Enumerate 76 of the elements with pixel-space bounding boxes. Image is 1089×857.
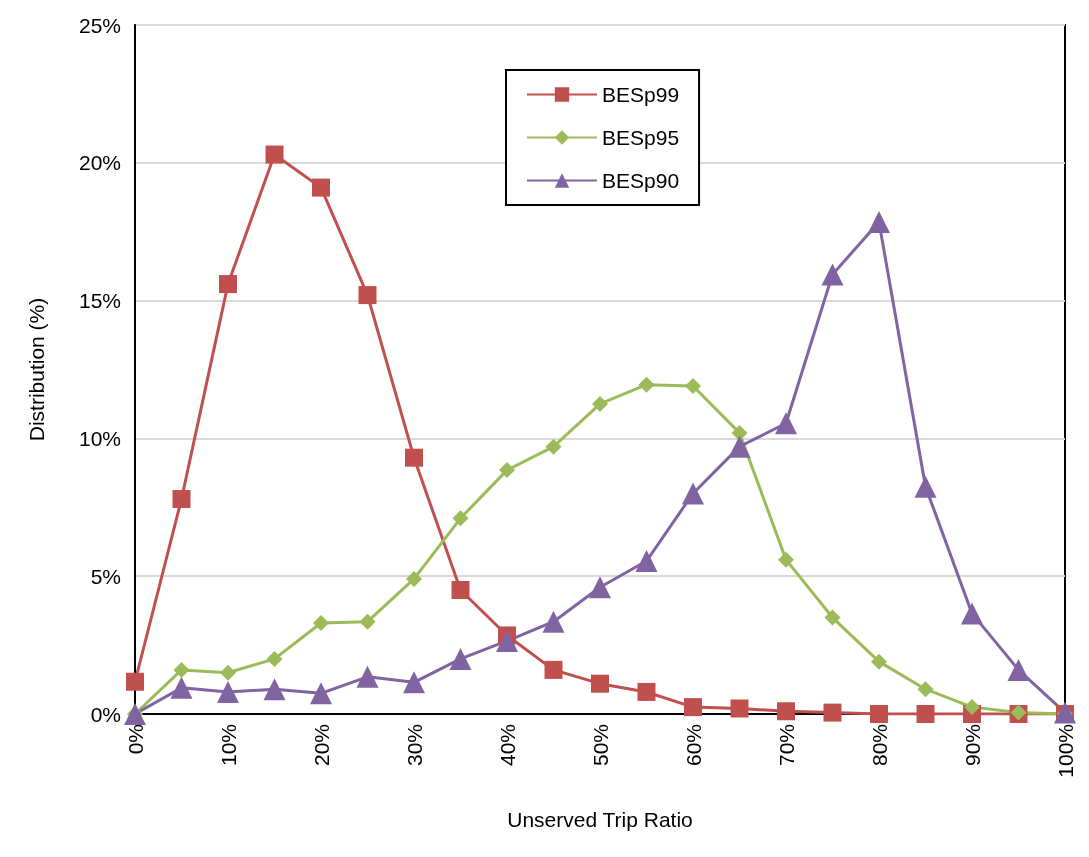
point (496, 629, 518, 652)
y-tick-label: 20% (78, 151, 121, 175)
point (126, 672, 144, 691)
point (220, 664, 236, 681)
point (870, 705, 888, 723)
point (592, 395, 608, 412)
x-tick-label: 40% (495, 724, 519, 767)
point (914, 475, 937, 498)
point (406, 570, 422, 587)
x-tick-label: 10% (216, 724, 240, 767)
y-axis-title: Distribution (%) (25, 297, 48, 442)
point (635, 550, 658, 573)
point (777, 702, 795, 721)
x-tick-label: 100% (1053, 724, 1077, 778)
point (544, 660, 563, 679)
x-tick-label: 30% (402, 724, 426, 767)
point (356, 665, 379, 688)
point (823, 703, 842, 722)
point (359, 613, 376, 630)
point (728, 435, 751, 458)
point (868, 211, 890, 234)
point (824, 609, 841, 626)
x-tick-label: 60% (681, 724, 705, 767)
point (219, 275, 237, 294)
x-tick-label: 20% (309, 724, 333, 767)
point (916, 705, 935, 723)
legend-label: BESp99 (602, 83, 680, 106)
point (730, 699, 749, 718)
point (172, 490, 191, 509)
point (499, 462, 515, 479)
point (451, 580, 470, 599)
point (449, 647, 472, 670)
y-tick-label: 5% (90, 564, 121, 588)
point (263, 678, 286, 701)
legend-label: BESp95 (602, 126, 680, 149)
x-tick-label: 80% (867, 724, 891, 767)
point (682, 482, 704, 505)
point (217, 680, 239, 703)
point (685, 378, 701, 395)
point (731, 424, 748, 441)
x-tick-label: 50% (588, 724, 612, 767)
point (313, 615, 329, 632)
point (542, 610, 565, 633)
point (265, 145, 284, 164)
point (638, 376, 655, 393)
point (589, 576, 611, 599)
point (684, 698, 702, 717)
point (637, 682, 656, 701)
point (591, 674, 609, 693)
point (358, 286, 377, 305)
y-tick-label: 25% (78, 13, 121, 37)
point (403, 671, 425, 694)
point (266, 650, 283, 667)
point (821, 263, 844, 286)
point (917, 681, 934, 698)
point (961, 602, 983, 625)
legend-label: BESp90 (602, 169, 680, 192)
point (452, 510, 469, 527)
point (312, 178, 330, 197)
point (310, 682, 332, 705)
point (871, 653, 887, 670)
point (545, 438, 562, 455)
point (1007, 658, 1030, 681)
point (170, 676, 193, 699)
point (775, 412, 797, 435)
point (964, 699, 980, 716)
y-tick-label: 0% (90, 702, 121, 726)
x-tick-label: 0% (123, 724, 147, 755)
point (778, 551, 794, 568)
x-axis-title: Unserved Trip Ratio (507, 808, 693, 831)
y-tick-label: 10% (78, 426, 121, 450)
point (405, 448, 423, 467)
point (173, 661, 190, 678)
x-tick-label: 70% (774, 724, 798, 767)
y-tick-label: 15% (78, 289, 121, 313)
x-tick-label: 90% (960, 724, 984, 767)
